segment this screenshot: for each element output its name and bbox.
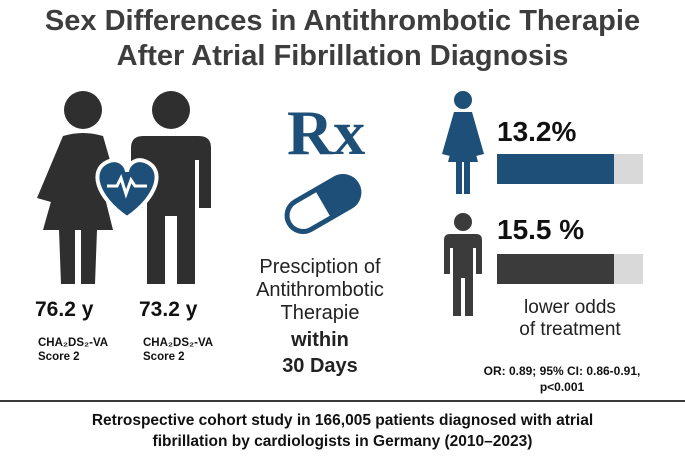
stats-line1: OR: 0.89; 95% CI: 0.86-0.91, [483,364,641,378]
male-age: 73.2 y [139,298,198,321]
stats-line2: p<0.001 [539,380,585,394]
prescription-line3: Therapie [280,302,360,324]
male-person-icon [444,213,482,316]
pill-capsule-icon [284,174,362,234]
prescription-line4: within [291,329,349,351]
rx-symbol-icon: Rx [287,97,366,168]
female-bar-track [497,154,643,184]
title-line-2: After Atrial Fibrillation Diagnosis [116,40,569,72]
female-percentage: 13.2% [497,116,577,147]
odds-ratio-stats: OR: 0.89; 95% CI: 0.86-0.91, p<0.001 [447,363,677,395]
footer-line-2: fibrillation by cardiologists in Germany… [152,433,533,450]
female-score-line1: CHA₂DS₂-VA [38,337,109,349]
male-bar-fill [497,254,614,284]
prescription-line5: 30 Days [282,355,358,377]
male-percentage: 15.5 % [497,214,585,245]
footer-line-1: Retrospective cohort study in 166,005 pa… [91,412,594,429]
heart-pulse-icon [95,158,159,221]
female-age: 76.2 y [35,298,94,321]
female-person-icon [442,91,484,194]
odds-line2: of treatment [519,319,621,340]
male-score: CHA₂DS₂-VA Score 2 [143,336,213,364]
prescription-text: Presciption of Antithrombotic Therapie w… [240,256,400,378]
title-line-1: Sex Differences in Antithrombotic Therap… [44,5,641,37]
male-score-line1: CHA₂DS₂-VA [143,337,214,349]
couple-illustration [37,91,211,284]
female-score: CHA₂DS₂-VA Score 2 [38,336,108,364]
lower-odds-text: lower odds of treatment [500,297,640,341]
female-score-line2: Score 2 [38,351,80,363]
female-bar-fill [497,154,614,184]
divider [0,400,685,402]
male-bar-track [497,254,643,284]
male-score-line2: Score 2 [143,351,185,363]
odds-line1: lower odds [524,297,616,318]
prescription-line2: Antithrombotic [256,279,384,301]
prescription-line1: Presciption of [259,256,381,278]
